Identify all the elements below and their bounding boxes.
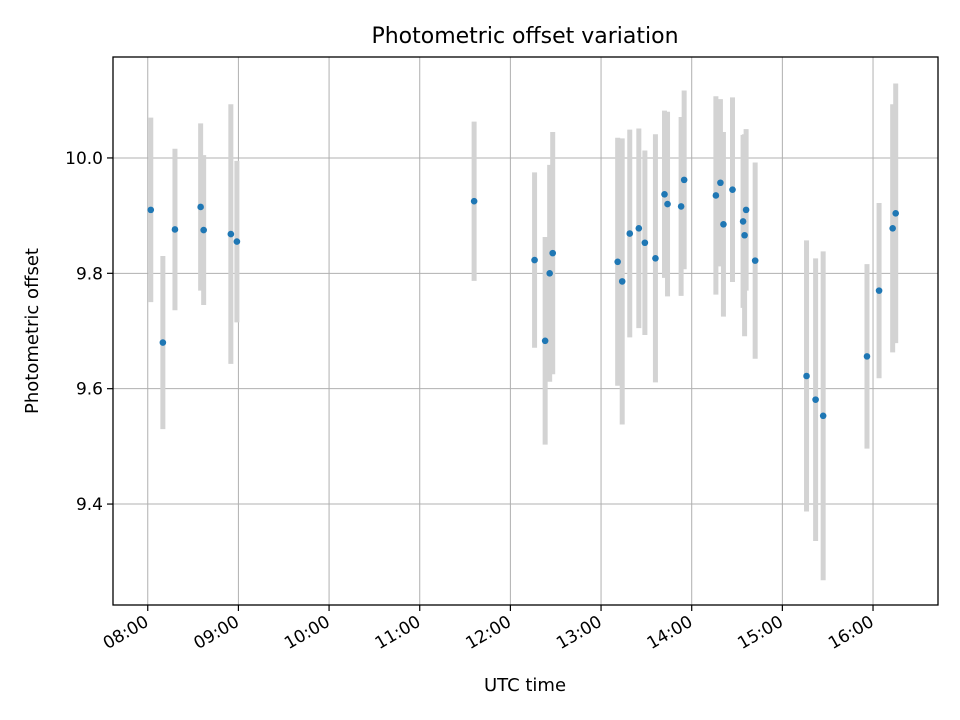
data-point [803,372,810,380]
data-point [712,192,720,199]
data-point [739,218,747,225]
x-tick-label: 10:00 [281,612,333,654]
data-point [197,203,204,211]
data-point [751,257,759,264]
data-point [635,225,643,232]
data-point [812,396,819,403]
data-point [618,278,626,285]
y-tick-label: 9.8 [76,264,103,284]
x-tick-label: 09:00 [190,612,242,654]
data-point [889,225,896,232]
data-points [147,176,899,420]
data-point [680,176,688,184]
data-point [626,230,634,237]
y-tick-label: 10.0 [65,149,103,169]
x-tick-label: 11:00 [372,612,424,654]
data-point [819,412,827,420]
data-point [720,220,727,228]
data-point [531,256,538,264]
data-point [664,200,671,208]
data-point [875,287,883,294]
data-point [742,206,750,214]
grid-lines [113,57,938,605]
y-tick-label: 9.6 [76,380,103,400]
y-tick-label: 9.4 [76,495,103,515]
data-point [729,186,736,193]
x-axis-ticks: 08:00 09:00 10:00 11:00 12:00 13:00 14:00 15:00… [100,605,878,654]
x-tick-label: 12:00 [462,612,514,654]
x-tick-label: 08:00 [100,612,152,654]
chart-title: Photometric offset variation [371,24,678,49]
data-point [661,190,668,198]
x-axis-label: UTC time [484,675,566,696]
data-point [614,258,621,266]
data-point [677,203,685,210]
data-point [546,270,553,277]
x-tick-label: 16:00 [825,612,877,654]
data-point [227,230,235,238]
data-point [741,231,748,239]
data-point [171,226,179,233]
data-point [892,210,899,217]
y-axis-label: Photometric offset [22,248,43,414]
data-point [233,238,241,245]
data-point [200,226,207,234]
x-tick-label: 14:00 [644,612,696,654]
data-point [159,339,167,346]
x-tick-label: 15:00 [734,612,786,654]
data-point [863,353,871,360]
y-axis-ticks: 9.4 9.6 9.8 10.0 [65,149,113,515]
data-point [541,337,549,345]
data-point [641,239,649,247]
data-point [717,179,724,187]
data-point [652,255,659,262]
data-point [147,206,155,214]
plot-frame [112,56,939,606]
data-point [470,197,478,205]
data-point [549,249,556,257]
x-tick-label: 13:00 [553,612,605,654]
